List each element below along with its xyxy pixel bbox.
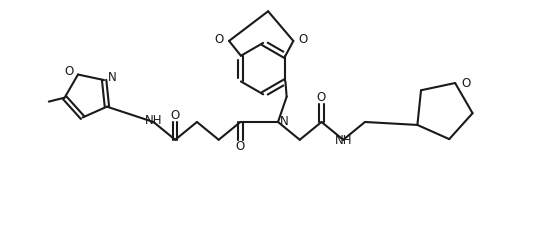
Text: O: O [215, 33, 224, 46]
Text: O: O [65, 65, 74, 78]
Text: O: O [461, 77, 470, 90]
Text: NH: NH [145, 114, 162, 127]
Text: O: O [236, 140, 245, 153]
Text: N: N [280, 115, 289, 128]
Text: N: N [108, 71, 117, 84]
Text: O: O [171, 108, 180, 121]
Text: O: O [298, 33, 307, 46]
Text: O: O [317, 91, 326, 104]
Text: NH: NH [335, 134, 352, 147]
